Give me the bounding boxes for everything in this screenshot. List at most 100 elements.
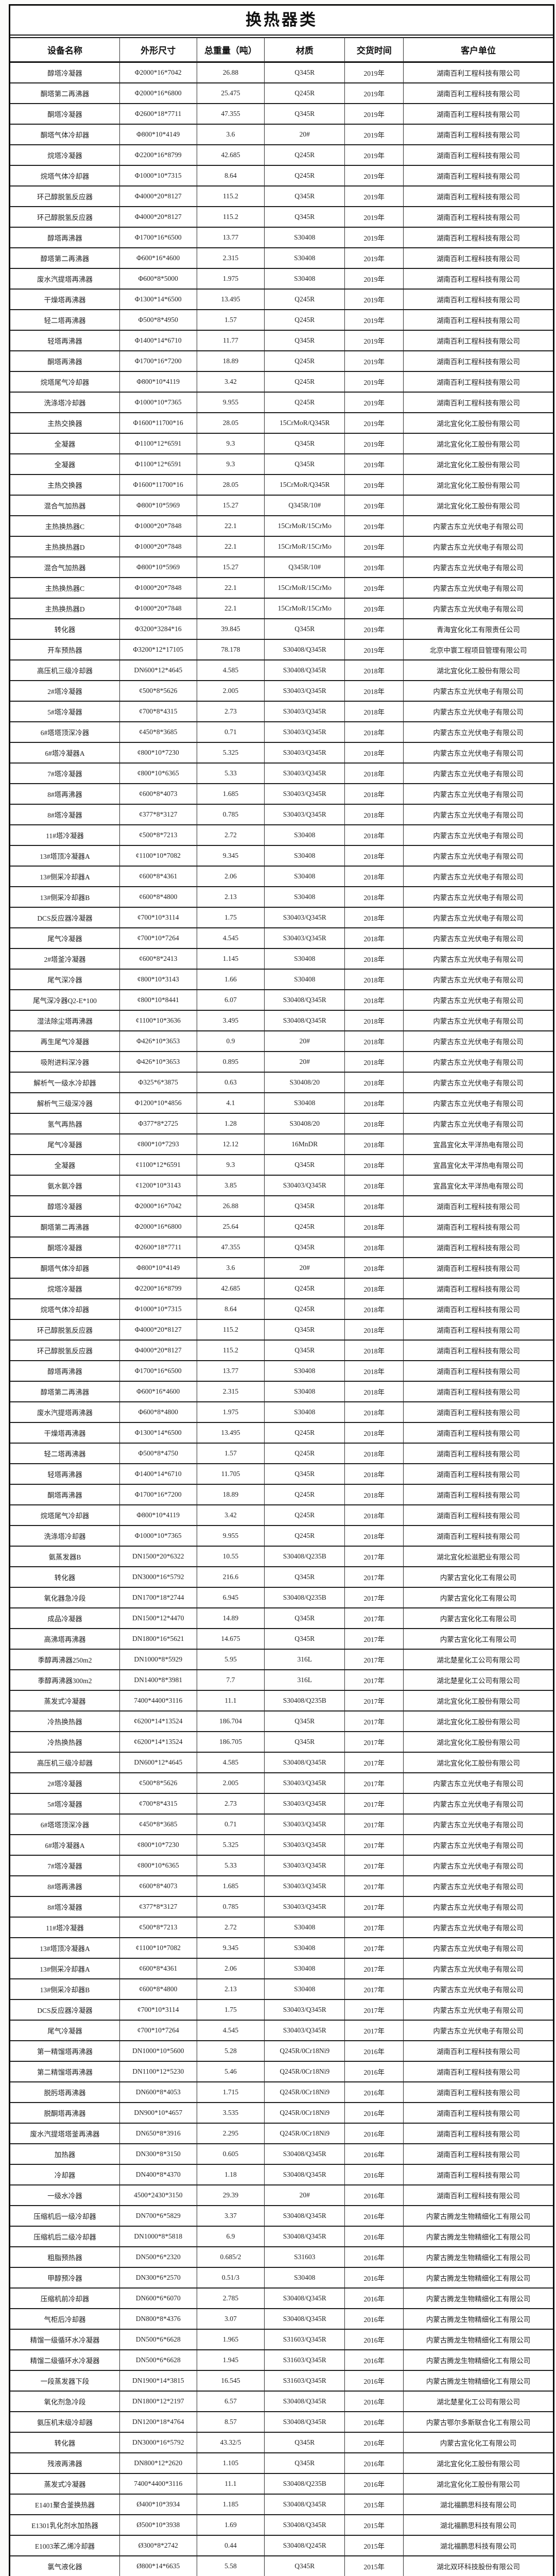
- cell-delivery-time: 2019年: [345, 104, 404, 125]
- cell-total-weight: 4.545: [197, 2021, 265, 2041]
- cell-customer: 湖南百利工程科技有限公司: [404, 2062, 553, 2082]
- table-row: 氨蒸发器B DN1500*20*6322 10.55 S30408/Q235B 2017…: [10, 1547, 553, 1567]
- cell-total-weight: 1.69: [197, 2515, 265, 2536]
- cell-customer: 湖南百利工程科技有限公司: [404, 1258, 553, 1279]
- cell-device-name: 主热换热器C: [10, 516, 120, 537]
- cell-material: Q345R: [265, 1341, 345, 1361]
- cell-total-weight: 3.495: [197, 1011, 265, 1031]
- cell-material: Q345R: [265, 2453, 345, 2474]
- cell-total-weight: 11.1: [197, 1691, 265, 1711]
- table-row: 全凝器 Φ1100*12*6591 9.3 Q345R 2019年 湖北宜化化工股份有限公…: [10, 454, 553, 475]
- cell-delivery-time: 2019年: [345, 166, 404, 187]
- cell-total-weight: 2.13: [197, 887, 265, 908]
- cell-customer: 湖南百利工程科技有限公司: [404, 1341, 553, 1361]
- cell-device-name: 轻二塔再沸器: [10, 310, 120, 331]
- table-row: E1401聚合釜换热器 Ø400*10*3934 1.185 S30408/Q345R…: [10, 2495, 553, 2515]
- cell-total-weight: 1.975: [197, 269, 265, 290]
- cell-total-weight: 1.75: [197, 908, 265, 928]
- table-row: 加热器 DN300*8*3150 0.605 S30408/Q345R 2016年 湖南百…: [10, 2144, 553, 2165]
- cell-dimensions: Φ1100*12*6591: [119, 454, 197, 475]
- cell-total-weight: 18.89: [197, 351, 265, 372]
- cell-customer: 湖南百利工程科技有限公司: [404, 1238, 553, 1258]
- cell-device-name: 11#塔冷凝器: [10, 1918, 120, 1938]
- cell-delivery-time: 2018年: [345, 1341, 404, 1361]
- cell-delivery-time: 2018年: [345, 867, 404, 887]
- cell-customer: 湖北宜化化工股份有限公司: [404, 2453, 553, 2474]
- cell-total-weight: 5.33: [197, 1856, 265, 1876]
- table-row: 季醇再沸器250m2 DN1000*8*5929 5.95 316L 2017年 湖北楚星…: [10, 1650, 553, 1670]
- cell-delivery-time: 2017年: [345, 1815, 404, 1835]
- cell-customer: 湖北宜化化工股份有限公司: [404, 413, 553, 434]
- cell-customer: 湖北宜化化工股份有限公司: [404, 660, 553, 681]
- cell-total-weight: 8.64: [197, 166, 265, 187]
- cell-device-name: 酮塔第二再沸器: [10, 1217, 120, 1238]
- cell-delivery-time: 2019年: [345, 269, 404, 290]
- cell-delivery-time: 2018年: [345, 1258, 404, 1279]
- table-row: 一段蒸发器下段 DN1900*14*3815 16.545 S31603/Q345R 2…: [10, 2371, 553, 2392]
- cell-delivery-time: 2019年: [345, 516, 404, 537]
- cell-dimensions: ¢600*8*4800: [119, 1979, 197, 2000]
- cell-material: Q245R/0Cr18Ni9: [265, 2062, 345, 2082]
- table-row: 轻塔再沸器 Φ1400*14*6710 11.77 Q345R 2019年 湖南百利工程科…: [10, 331, 553, 351]
- cell-material: S30403/Q345R: [265, 1773, 345, 1794]
- cell-device-name: 混合气加热器: [10, 557, 120, 578]
- cell-dimensions: DN600*12*4645: [119, 660, 197, 681]
- cell-delivery-time: 2017年: [345, 1670, 404, 1691]
- cell-delivery-time: 2018年: [345, 1526, 404, 1547]
- cell-device-name: 酮塔再沸器: [10, 1485, 120, 1505]
- cell-customer: 内蒙古东立光伏电子有限公司: [404, 908, 553, 928]
- table-row: 烷塔尾气冷却器 Φ800*10*4119 3.42 Q245R 2018年 湖南百利工程科…: [10, 1505, 553, 1526]
- cell-dimensions: ¢1100*10*7082: [119, 846, 197, 867]
- table-row: 冷热换热器 ¢6200*14*13524 186.705 Q345R 2017年 湖北宜化…: [10, 1732, 553, 1753]
- cell-total-weight: 42.685: [197, 145, 265, 166]
- cell-material: S30408/Q345R: [265, 1753, 345, 1773]
- cell-customer: 内蒙古宜化化工有限公司: [404, 1588, 553, 1608]
- cell-device-name: 转化器: [10, 2433, 120, 2453]
- cell-device-name: 解析气一级水冷却器: [10, 1073, 120, 1093]
- cell-dimensions: DN1000*8*5929: [119, 1650, 197, 1670]
- cell-delivery-time: 2018年: [345, 825, 404, 846]
- cell-dimensions: ¢600*8*4361: [119, 867, 197, 887]
- cell-customer: 内蒙古东立光伏电子有限公司: [404, 681, 553, 702]
- cell-delivery-time: 2018年: [345, 846, 404, 867]
- cell-customer: 湖南百利工程科技有限公司: [404, 269, 553, 290]
- cell-total-weight: 5.33: [197, 764, 265, 784]
- cell-delivery-time: 2018年: [345, 660, 404, 681]
- cell-customer: 内蒙古宜化化工有限公司: [404, 1629, 553, 1650]
- cell-dimensions: ¢6200*14*13524: [119, 1711, 197, 1732]
- table-row: 吸附进料深冷器 Φ426*10*3653 0.895 20# 2018年 内蒙古东立光伏电…: [10, 1052, 553, 1073]
- table-row: 解析气一级水冷却器 Φ325*6*3875 0.63 S30408/20 2018年 内蒙…: [10, 1073, 553, 1093]
- cell-material: Q345R: [265, 331, 345, 351]
- cell-total-weight: 1.18: [197, 2165, 265, 2185]
- table-row: 主热换热器C Φ1000*20*7848 22.1 15CrMoR/15CrMo 201…: [10, 578, 553, 599]
- cell-customer: 青海宜化化工有限责任公司: [404, 619, 553, 640]
- cell-customer: 湖北宜化化工股份有限公司: [404, 454, 553, 475]
- cell-total-weight: 0.785: [197, 1897, 265, 1918]
- table-row: 7#塔冷凝器 ¢800*10*6365 5.33 S30403/Q345R 2018年内…: [10, 764, 553, 784]
- table-row: 主热换热器D Φ1000*20*7848 22.1 15CrMoR/15CrMo 201…: [10, 537, 553, 557]
- cell-dimensions: DN1100*12*5230: [119, 2062, 197, 2082]
- cell-customer: 湖北福鹏思科技有限公司: [404, 2536, 553, 2556]
- cell-customer: 宜昌宜化太平洋热电有限公司: [404, 1134, 553, 1155]
- cell-material: S30408/Q345R: [265, 2165, 345, 2185]
- cell-delivery-time: 2016年: [345, 2412, 404, 2433]
- table-row: 13#塔顶冷凝器A ¢1100*10*7082 9.345 S30408 2018年 内蒙…: [10, 846, 553, 867]
- cell-device-name: 废水汽提塔再沸器: [10, 1402, 120, 1423]
- cell-delivery-time: 2017年: [345, 1732, 404, 1753]
- cell-device-name: 废水汽提塔再沸器: [10, 269, 120, 290]
- cell-customer: 湖北楚星化工公司有限公司: [404, 1650, 553, 1670]
- cell-customer: 湖南百利工程科技有限公司: [404, 63, 553, 83]
- cell-dimensions: Φ1600*11700*16: [119, 413, 197, 434]
- cell-dimensions: DN3000*16*5792: [119, 1567, 197, 1588]
- table-row: 轻二塔再沸器 Φ500*8*4750 1.57 Q245R 2018年 湖南百利工程科技有…: [10, 1444, 553, 1464]
- cell-material: 15CrMoR/15CrMo: [265, 537, 345, 557]
- cell-dimensions: DN800*8*4376: [119, 2309, 197, 2330]
- cell-dimensions: Φ2600*18*7711: [119, 104, 197, 125]
- cell-device-name: 氨压机末级冷却器: [10, 2412, 120, 2433]
- cell-total-weight: 5.325: [197, 743, 265, 764]
- cell-total-weight: 2.785: [197, 2289, 265, 2309]
- table-row: 醇塔再沸器 Φ1700*16*6500 13.77 S30408 2019年 湖南百利工程…: [10, 228, 553, 248]
- cell-delivery-time: 2017年: [345, 1608, 404, 1629]
- cell-device-name: 8#塔再沸器: [10, 1876, 120, 1897]
